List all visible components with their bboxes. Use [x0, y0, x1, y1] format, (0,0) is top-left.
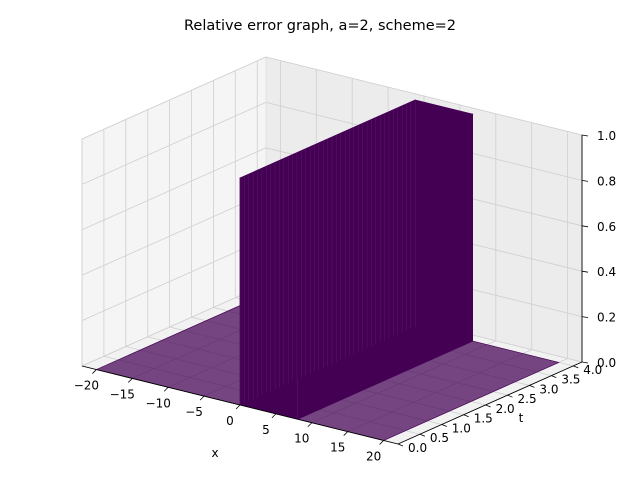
x-tick-label: 15: [330, 441, 345, 455]
z-tick: [581, 316, 589, 318]
y-tick: [441, 424, 447, 427]
z-tick-label: 0.6: [597, 220, 616, 234]
x-tick: [271, 413, 277, 419]
y-tick: [573, 365, 579, 369]
y-tick-label: 1.0: [452, 421, 471, 435]
x-tick-label: 0: [226, 414, 234, 428]
z-tick-label: 0.4: [597, 265, 616, 279]
y-tick-label: 3.5: [561, 373, 580, 387]
grid-line: [81, 102, 267, 185]
x-axis-label: x: [211, 446, 218, 460]
x-tick: [199, 395, 205, 401]
y-tick: [529, 385, 535, 388]
x-tick-label: −20: [74, 379, 99, 393]
y-tick-label: 1.5: [474, 412, 493, 426]
grid-line: [81, 192, 267, 276]
z-tick: [581, 225, 589, 228]
y-tick: [397, 443, 404, 447]
error-surface: [95, 99, 560, 441]
x-tick: [163, 386, 169, 392]
x-tick: [127, 378, 133, 383]
z-tick: [581, 270, 589, 273]
x-tick-label: −5: [185, 405, 203, 419]
y-tick-label: 4.0: [583, 363, 602, 377]
x-tick-label: 5: [262, 423, 270, 437]
z-tick-label: 0.2: [597, 311, 616, 325]
z-tick: [581, 180, 589, 182]
x-tick-label: −15: [110, 387, 135, 401]
y-tick-label: 0.5: [430, 431, 449, 445]
grid-line: [265, 56, 583, 136]
x-tick: [235, 404, 241, 410]
y-tick: [551, 375, 557, 379]
z-tick-label: 0.0: [597, 356, 616, 370]
grid-line: [81, 147, 267, 231]
z-tick: [581, 361, 589, 364]
z-tick: [581, 134, 589, 137]
chart-title: Relative error graph, a=2, scheme=2: [184, 18, 456, 34]
y-tick: [419, 433, 426, 437]
y-tick: [463, 414, 469, 418]
grid-line: [81, 56, 267, 140]
x-tick-label: 20: [366, 449, 381, 463]
y-tick-label: 2.5: [518, 392, 537, 406]
grid-line: [81, 283, 267, 367]
y-tick: [507, 394, 513, 398]
y-tick-label: 2.0: [496, 402, 515, 416]
x-tick: [307, 422, 313, 428]
y-tick-label: 3.0: [539, 382, 558, 396]
x-tick: [379, 440, 384, 445]
z-tick-label: 0.8: [597, 174, 616, 188]
y-axis-label: t: [519, 411, 524, 425]
tick-labels: −20−15−10−5051015200.00.51.01.52.02.53.0…: [74, 129, 616, 463]
z-tick-label: 1.0: [597, 129, 616, 143]
x-tick: [92, 369, 97, 374]
x-tick: [343, 431, 349, 436]
x-tick-label: 10: [294, 432, 309, 446]
y-tick: [485, 404, 491, 408]
y-tick-label: 0.0: [408, 441, 427, 455]
x-tick-label: −10: [146, 396, 171, 410]
grid-line: [81, 238, 267, 321]
